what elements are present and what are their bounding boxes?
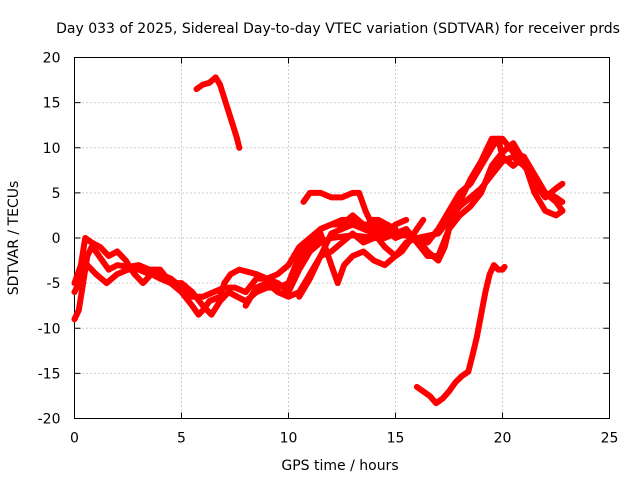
y-tick-label: -5 bbox=[47, 276, 61, 292]
x-tick-label: 0 bbox=[70, 431, 79, 447]
y-tick-labels: -20 -15 -10 -5 0 5 10 15 20 bbox=[38, 51, 61, 428]
chart-title: Day 033 of 2025, Sidereal Day-to-day VTE… bbox=[56, 21, 620, 37]
series-arc-3 bbox=[71, 140, 566, 300]
y-tick-label: -20 bbox=[38, 412, 61, 428]
y-axis-label: SDTVAR / TECUs bbox=[6, 181, 22, 296]
x-tick-label: 20 bbox=[494, 431, 512, 447]
x-tick-label: 10 bbox=[280, 431, 298, 447]
y-tick-label: -15 bbox=[38, 366, 61, 382]
y-tick-label: 20 bbox=[43, 51, 61, 67]
x-axis-label: GPS time / hours bbox=[281, 458, 398, 474]
series-arc-5 bbox=[296, 135, 566, 300]
y-tick-label: 5 bbox=[52, 186, 61, 202]
y-tick-label: 0 bbox=[52, 231, 61, 247]
x-tick-label: 5 bbox=[177, 431, 186, 447]
y-tick-label: -10 bbox=[38, 321, 61, 337]
axis-ticks bbox=[74, 57, 610, 419]
data-series bbox=[71, 74, 566, 407]
series-arc-7 bbox=[300, 189, 399, 232]
x-tick-labels: 0 5 10 15 20 25 bbox=[70, 431, 618, 447]
x-tick-label: 25 bbox=[601, 431, 619, 447]
series-arc-9 bbox=[413, 262, 508, 407]
y-tick-label: 15 bbox=[43, 96, 61, 112]
y-tick-label: 10 bbox=[43, 141, 61, 157]
series-arc-8 bbox=[193, 74, 243, 151]
series-arc-6 bbox=[285, 216, 427, 296]
x-tick-label: 15 bbox=[387, 431, 405, 447]
